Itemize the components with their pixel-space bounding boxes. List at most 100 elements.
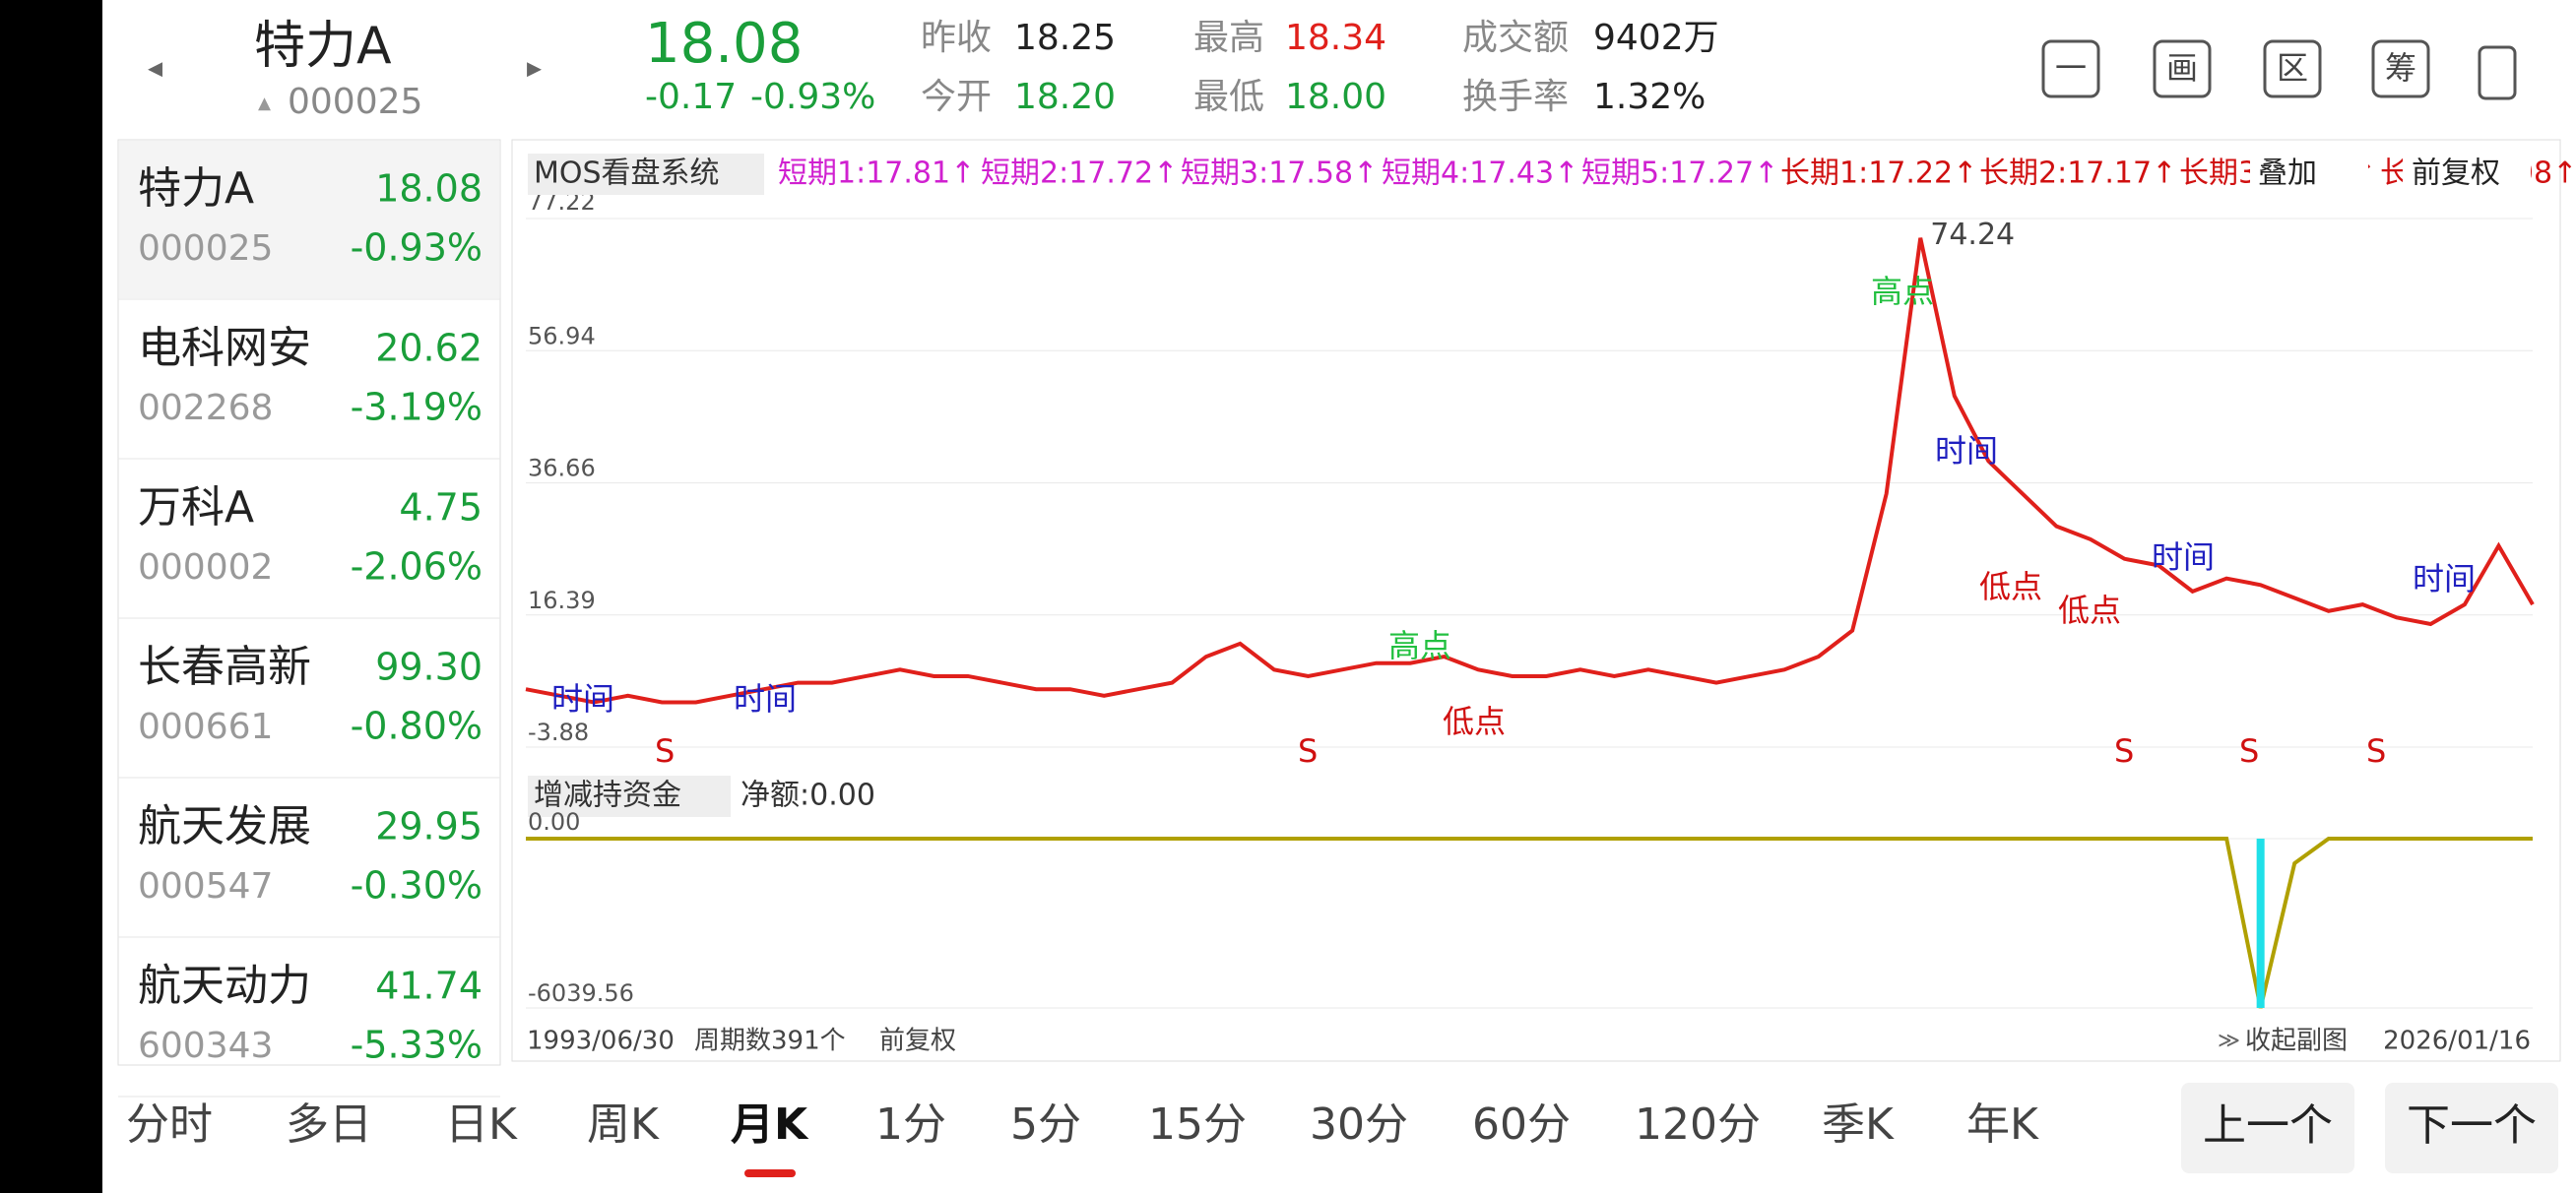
change: -0.17 [645, 77, 737, 117]
watch-pct: -2.06% [351, 545, 483, 589]
footer-periods: 周期数391个 [694, 1027, 846, 1056]
period-tab[interactable]: 120分 [1635, 1099, 1761, 1150]
chart-annotation: 时间 [2413, 560, 2476, 597]
watch-name[interactable]: 电科网安 [138, 323, 311, 373]
watchlist-frame [117, 139, 501, 1066]
period-tab[interactable]: 季K [1822, 1099, 1895, 1150]
watch-pct: -0.93% [351, 226, 483, 270]
net-amount: 净额:0.00 [741, 779, 875, 813]
series-line [526, 837, 2533, 1009]
period-tab[interactable]: 15分 [1148, 1099, 1247, 1150]
chart-annotation: S [2239, 732, 2259, 770]
watch-pct: -5.33% [351, 1024, 483, 1067]
watch-price: 41.74 [375, 965, 483, 1008]
tool-icon-label: 筹 [2385, 49, 2416, 87]
stock-code: 000025 [288, 82, 422, 122]
watch-price: 4.75 [399, 486, 483, 530]
series-line [525, 237, 2535, 705]
period-tab[interactable]: 30分 [1310, 1099, 1408, 1150]
watch-name[interactable]: 长春高新 [138, 642, 311, 692]
tool-icon[interactable] [2041, 39, 2100, 98]
next-arrow[interactable]: ▸ [527, 51, 542, 86]
watch-code: 002268 [138, 388, 273, 428]
period-tab[interactable]: 年K [1966, 1099, 2039, 1150]
adjust[interactable]: 前复权 [2412, 157, 2500, 191]
period-tab[interactable]: 1分 [875, 1099, 946, 1150]
tool-icon-label: 区 [2277, 49, 2308, 87]
chart-annotation: 时间 [551, 680, 614, 718]
ma-label: 长期2:17.17↑ [1979, 157, 2176, 191]
period-tab[interactable]: 多日 [286, 1099, 372, 1150]
watch-row-selected [119, 141, 499, 298]
stat-label: 最低 [1193, 77, 1264, 117]
footer-collapse[interactable]: 收起副图 [2245, 1027, 2348, 1056]
ma-label: 短期4:17.43↑ [1382, 157, 1578, 191]
watch-price: 99.30 [375, 646, 483, 689]
ma-label: 短期1:17.81↑ [778, 157, 975, 191]
watch-price: 20.62 [375, 327, 483, 370]
watch-code: 000547 [138, 866, 273, 907]
ma-label: 短期2:17.72↑ [981, 157, 1178, 191]
high-label: 74.24 [1930, 218, 2015, 252]
indicator-name: MOS看盘系统 [534, 157, 720, 191]
period-tab[interactable]: 日K [445, 1099, 518, 1150]
watch-name[interactable]: 航天动力 [138, 961, 311, 1011]
stat-label: 今开 [921, 77, 992, 117]
stock-name: 特力A [254, 17, 392, 76]
footer-end: 2026/01/16 [2383, 1027, 2531, 1056]
overlay[interactable]: 叠加 [2258, 157, 2317, 191]
watch-name[interactable]: 万科A [138, 482, 254, 533]
period-tab[interactable]: 60分 [1472, 1099, 1571, 1150]
indicator-name: 增减持资金 [534, 779, 681, 813]
watch-name[interactable]: 特力A [138, 163, 254, 214]
overlay-bg [2250, 156, 2368, 195]
indicator-box[interactable] [528, 776, 731, 817]
chart-annotation: 低点 [1979, 568, 2042, 605]
y-tick-label: 56.94 [528, 322, 596, 349]
ma-label: 短期5:17.27↑ [1581, 157, 1778, 191]
tool-icon[interactable] [2371, 39, 2430, 98]
adjust-bg [2403, 156, 2531, 195]
stock-code-arrow: ▴ [258, 89, 271, 118]
left-edge [0, 0, 102, 1193]
stat-label: 最高 [1193, 18, 1264, 58]
period-tab[interactable]: 月K [731, 1099, 809, 1150]
stat-label: 昨收 [921, 18, 992, 58]
prev-arrow[interactable]: ◂ [148, 51, 162, 86]
y-tick-label: 16.39 [528, 587, 596, 614]
watch-code: 600343 [138, 1026, 273, 1066]
tool-icon[interactable] [2478, 45, 2517, 100]
chart-annotation: 高点 [1388, 627, 1451, 664]
watch-price: 29.95 [375, 805, 483, 848]
stat-value: 9402万 [1593, 18, 1719, 58]
nav-button[interactable] [2181, 1083, 2354, 1173]
watch-code: 000661 [138, 707, 273, 747]
period-tab[interactable]: 周K [587, 1099, 660, 1150]
chart-annotation: S [1298, 732, 1318, 770]
y-tick-label: 0.00 [528, 808, 580, 836]
net-bar [2256, 839, 2265, 1008]
watch-pct: -0.80% [351, 705, 483, 748]
nav-button[interactable] [2385, 1083, 2558, 1173]
nav-button-label: 上一个 [2203, 1100, 2333, 1151]
stat-value: 18.00 [1285, 77, 1386, 117]
stat-value: 1.32% [1593, 77, 1706, 117]
tool-icon[interactable] [2263, 39, 2322, 98]
stat-value: 18.25 [1014, 18, 1116, 58]
chart-annotation: 低点 [1443, 703, 1506, 740]
ma-label: 长期1:17.22↑ [1780, 157, 1977, 191]
y-tick-label: -6039.56 [528, 979, 634, 1007]
stat-value: 18.20 [1014, 77, 1116, 117]
period-tab[interactable]: 分时 [126, 1099, 213, 1150]
tool-icon[interactable] [2153, 39, 2212, 98]
watch-price: 18.08 [375, 167, 483, 211]
indicator-box[interactable] [528, 154, 764, 195]
nav-button-label: 下一个 [2407, 1100, 2537, 1151]
watch-name[interactable]: 航天发展 [138, 801, 311, 851]
chart-annotation: 时间 [734, 680, 797, 718]
chart-annotation: 时间 [2152, 538, 2215, 576]
period-tab[interactable]: 5分 [1010, 1099, 1081, 1150]
footer-adjust: 前复权 [879, 1027, 956, 1056]
